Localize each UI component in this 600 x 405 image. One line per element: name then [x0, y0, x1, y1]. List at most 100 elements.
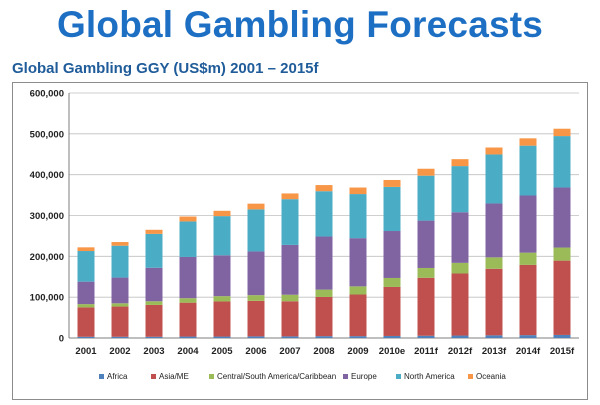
y-tick-label: 100,000	[30, 293, 64, 304]
bar-segment	[111, 242, 129, 246]
bar-segment	[519, 195, 537, 253]
bar-segment	[281, 336, 299, 338]
bar-segment	[519, 252, 537, 265]
chart-title: Global Gambling GGY (US$m) 2001 – 2015f	[12, 60, 319, 77]
bar-segment	[213, 216, 231, 256]
bar-segment	[485, 154, 503, 204]
bar-segment	[247, 209, 265, 252]
bar-segment	[553, 187, 571, 248]
bar-segment	[247, 203, 265, 210]
x-tick-label: 2008	[313, 346, 334, 357]
bar-segment	[179, 256, 197, 299]
bar-segment	[281, 301, 299, 337]
bar-segment	[417, 220, 435, 268]
bar-segment	[179, 298, 197, 303]
bar-segment	[111, 303, 129, 307]
bar-segment	[349, 286, 367, 295]
bar-segment	[553, 136, 571, 188]
bar-segment	[247, 336, 265, 338]
x-tick-label: 2003	[143, 346, 164, 357]
bar-segment	[111, 306, 129, 337]
bar-segment	[213, 301, 231, 337]
bar-segment	[417, 267, 435, 278]
x-tick-label: 2001	[75, 346, 97, 357]
bar-segment	[553, 334, 571, 338]
bar-segment	[281, 244, 299, 295]
bar-segment	[383, 277, 401, 287]
bar-segment	[485, 268, 503, 336]
bar-segment	[213, 336, 231, 338]
bar-segment	[281, 193, 299, 200]
bar-segment	[485, 147, 503, 155]
bar-segment	[145, 233, 163, 268]
x-tick-label: 2011f	[414, 346, 439, 357]
legend-label: Oceania	[476, 372, 506, 381]
y-tick-label: 0	[59, 334, 64, 345]
legend-swatch	[468, 374, 473, 379]
x-tick-label: 2007	[279, 346, 300, 357]
bar-segment	[179, 216, 197, 222]
bar-segment	[77, 251, 95, 282]
bar-segment	[349, 238, 367, 287]
y-tick-label: 400,000	[30, 170, 64, 181]
x-tick-label: 2004	[177, 346, 199, 357]
x-tick-label: 2010e	[379, 346, 405, 357]
bar-segment	[179, 336, 197, 338]
bar-segment	[213, 296, 231, 302]
legend-label: Central/South America/Caribbean	[217, 372, 336, 381]
bar-segment	[145, 336, 163, 338]
bar-segment	[281, 294, 299, 302]
bar-segment	[77, 304, 95, 308]
x-tick-label: 2015f	[550, 346, 575, 357]
bar-segment	[77, 247, 95, 252]
bar-segment	[349, 187, 367, 195]
y-tick-label: 500,000	[30, 129, 64, 140]
legend-swatch	[396, 374, 401, 379]
bar-segment	[179, 302, 197, 337]
legend-label: Europe	[351, 372, 377, 381]
bar-segment	[451, 159, 469, 167]
bar-segment	[145, 229, 163, 234]
bar-segment	[519, 264, 537, 336]
bar-segment	[485, 257, 503, 269]
x-tick-label: 2005	[211, 346, 233, 357]
bar-segment	[553, 128, 571, 137]
chart-frame: 0 100,000 200,000 300,000 400,000 500,000 600,…	[12, 82, 588, 400]
bar-segment	[315, 236, 333, 290]
bar-segment	[315, 296, 333, 337]
legend-label: Africa	[107, 372, 128, 381]
bar-segment	[451, 212, 469, 263]
legend-swatch	[209, 374, 214, 379]
bar-segment	[519, 335, 537, 338]
legend-label: Asia/ME	[159, 372, 189, 381]
bar-segment	[451, 273, 469, 336]
bar-segment	[77, 307, 95, 337]
bar-segment	[315, 336, 333, 338]
x-tick-label: 2009	[347, 346, 368, 357]
bars	[77, 128, 571, 338]
y-tick-label: 600,000	[30, 89, 64, 100]
bar-segment	[417, 277, 435, 336]
bar-segment	[281, 199, 299, 245]
bar-segment	[485, 203, 503, 258]
bar-segment	[417, 175, 435, 221]
bar-segment	[213, 210, 231, 217]
bar-segment	[383, 335, 401, 338]
bar-segment	[111, 336, 129, 338]
bar-segment	[553, 260, 571, 335]
bar-segment	[315, 289, 333, 297]
bar-segment	[451, 166, 469, 213]
x-tick-label: 2012f	[448, 346, 473, 357]
page-title: Global Gambling Forecasts	[56, 4, 544, 45]
bar-segment	[349, 194, 367, 239]
bar-segment	[179, 221, 197, 257]
bar-segment	[485, 335, 503, 338]
bar-segment	[451, 262, 469, 274]
bar-segment	[553, 247, 571, 261]
bar-segment	[383, 179, 401, 187]
legend-swatch	[99, 374, 104, 379]
bar-segment	[315, 185, 333, 192]
bar-segment	[111, 245, 129, 278]
x-tick-label: 2002	[109, 346, 130, 357]
bar-segment	[349, 294, 367, 337]
